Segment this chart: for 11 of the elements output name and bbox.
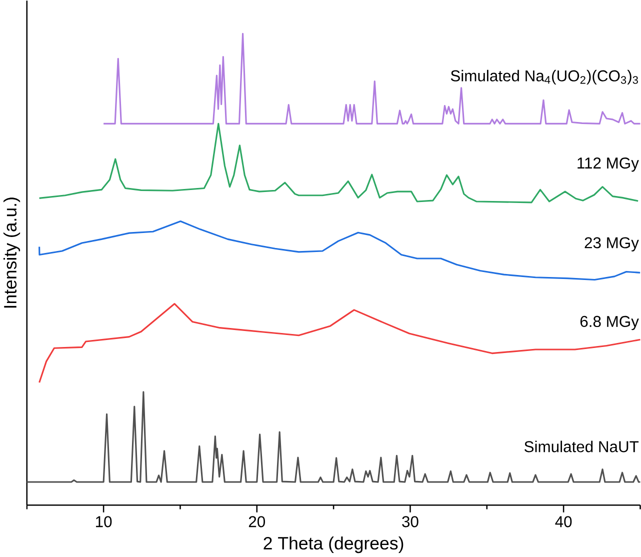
- x-tick-label: 20: [248, 516, 265, 528]
- y-axis-title: Intensity (a.u.): [3, 198, 20, 308]
- x-tick-label: 30: [402, 516, 418, 528]
- series-label: Simulated NaUT: [524, 440, 639, 452]
- x-tick-label: 10: [96, 516, 112, 528]
- series-label: 112 MGy: [578, 158, 639, 172]
- series-label: 23 MGy: [584, 237, 639, 252]
- x-tick-label: 40: [555, 516, 572, 528]
- series-label: 6.8 MGy: [580, 316, 639, 330]
- series-label: Simulated Na$_{4}$(UO$_{2}$)(CO$_{3}$)$_{3}$: [450, 70, 638, 85]
- x-axis-title: 2 Theta (degrees): [264, 536, 404, 554]
